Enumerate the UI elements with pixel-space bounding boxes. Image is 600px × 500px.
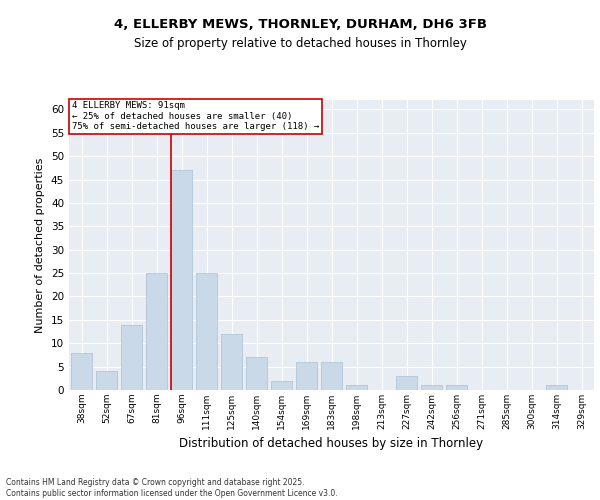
Bar xyxy=(446,386,467,390)
Bar xyxy=(396,376,417,390)
Text: Contains HM Land Registry data © Crown copyright and database right 2025.
Contai: Contains HM Land Registry data © Crown c… xyxy=(6,478,338,498)
Bar xyxy=(296,362,317,390)
Bar xyxy=(121,324,142,390)
Bar xyxy=(71,352,92,390)
Bar xyxy=(271,380,292,390)
Y-axis label: Number of detached properties: Number of detached properties xyxy=(35,158,46,332)
X-axis label: Distribution of detached houses by size in Thornley: Distribution of detached houses by size … xyxy=(179,438,484,450)
Bar xyxy=(96,372,117,390)
Bar xyxy=(421,386,442,390)
Bar xyxy=(146,273,167,390)
Bar xyxy=(171,170,192,390)
Text: 4 ELLERBY MEWS: 91sqm
← 25% of detached houses are smaller (40)
75% of semi-deta: 4 ELLERBY MEWS: 91sqm ← 25% of detached … xyxy=(71,102,319,132)
Bar xyxy=(546,386,567,390)
Bar xyxy=(196,273,217,390)
Text: Size of property relative to detached houses in Thornley: Size of property relative to detached ho… xyxy=(134,38,466,51)
Bar xyxy=(221,334,242,390)
Bar xyxy=(346,386,367,390)
Bar xyxy=(246,358,267,390)
Text: 4, ELLERBY MEWS, THORNLEY, DURHAM, DH6 3FB: 4, ELLERBY MEWS, THORNLEY, DURHAM, DH6 3… xyxy=(113,18,487,30)
Bar xyxy=(321,362,342,390)
